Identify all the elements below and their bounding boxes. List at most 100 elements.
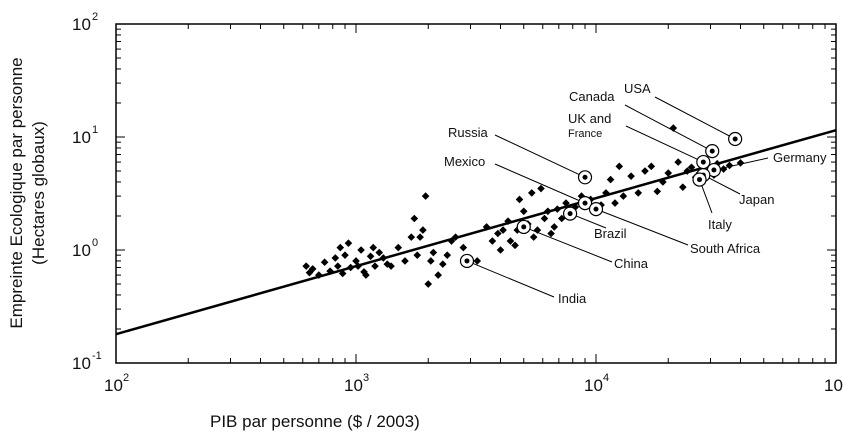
data-point	[494, 229, 502, 238]
data-point	[499, 226, 507, 234]
data-point	[544, 207, 552, 216]
leader-line	[624, 104, 713, 152]
data-point	[679, 183, 687, 191]
leader-line	[625, 125, 704, 163]
leader-line	[713, 157, 769, 171]
data-point	[410, 214, 419, 223]
data-point	[407, 233, 416, 241]
data-point	[653, 187, 662, 196]
data-point	[674, 158, 682, 166]
data-point	[383, 260, 392, 268]
annotation-label: Canada	[569, 89, 615, 104]
data-point	[557, 214, 566, 223]
data-point	[362, 271, 370, 279]
x-tick-exponent: 4	[603, 372, 609, 384]
annotation-label: UK and	[568, 111, 611, 126]
x-tick-exponent: 3	[363, 372, 369, 384]
data-point	[496, 246, 505, 254]
annotation-label: Mexico	[444, 154, 485, 169]
leader-line	[595, 208, 689, 246]
highlight-dot	[711, 167, 717, 173]
data-point	[602, 189, 610, 197]
data-point	[571, 203, 580, 211]
data-point	[434, 271, 442, 279]
x-tick-label: 10	[344, 376, 363, 395]
data-point	[659, 178, 667, 186]
x-tick-label: 10	[584, 376, 603, 395]
x-axis-label: PIB par personne ($ / 2003)	[210, 412, 420, 431]
data-point	[421, 192, 430, 200]
data-point	[439, 260, 447, 268]
highlight-dot	[521, 224, 527, 230]
data-point	[413, 251, 422, 259]
x-tick-exponent: 2	[123, 372, 129, 384]
data-point	[346, 263, 355, 272]
data-point	[736, 159, 745, 167]
highlight-dot	[700, 159, 706, 165]
data-point	[354, 262, 362, 270]
data-point	[459, 243, 468, 252]
data-point	[647, 162, 656, 171]
data-point	[527, 189, 536, 197]
data-point	[529, 233, 538, 241]
highlight-dot	[593, 206, 599, 212]
annotation-label: France	[568, 128, 602, 140]
data-point	[305, 268, 314, 277]
data-point	[334, 262, 342, 270]
data-point	[394, 243, 403, 252]
y-axis-label-2: (Hectares globaux)	[29, 121, 48, 265]
highlight-dot	[582, 174, 588, 180]
y-tick-label: 10	[72, 128, 91, 147]
data-point	[504, 217, 512, 225]
x-tick-label: 10	[824, 376, 843, 395]
data-point	[634, 189, 643, 197]
data-point	[320, 258, 329, 266]
data-point	[338, 269, 347, 278]
highlight-dot	[582, 200, 588, 206]
data-point	[443, 251, 452, 259]
data-point	[562, 199, 570, 207]
annotation-label: China	[614, 256, 649, 271]
highlight-dot	[697, 177, 703, 183]
data-point	[344, 239, 353, 247]
data-point	[366, 252, 375, 261]
data-point	[308, 265, 317, 273]
highlight-dot	[567, 211, 573, 217]
y-tick-exponent: -1	[92, 350, 102, 362]
data-point	[719, 165, 728, 173]
data-point	[687, 163, 696, 172]
data-point	[577, 192, 586, 200]
y-axis-label: Empreinte Ecologique par personne	[7, 57, 26, 328]
data-point	[515, 195, 524, 204]
data-point	[664, 169, 673, 177]
y-tick-exponent: 2	[92, 11, 98, 23]
data-point	[519, 207, 528, 216]
data-point	[379, 254, 388, 262]
data-point	[506, 237, 515, 245]
data-point	[360, 268, 368, 276]
y-tick-label: 10	[72, 241, 91, 260]
data-point	[482, 223, 491, 231]
highlight-dot	[709, 148, 715, 154]
annotation-label: Russia	[448, 125, 489, 140]
data-point	[641, 167, 649, 175]
data-point	[336, 243, 345, 252]
x-tick-label: 10	[104, 376, 123, 395]
data-point	[357, 246, 365, 254]
data-point	[627, 172, 635, 180]
data-point	[547, 229, 555, 238]
data-point	[683, 167, 692, 175]
data-point	[553, 205, 562, 213]
data-point	[369, 243, 378, 252]
y-tick-label: 10	[72, 15, 91, 34]
data-point	[537, 184, 545, 193]
data-point	[427, 257, 435, 265]
data-point	[473, 257, 482, 265]
data-point	[451, 233, 460, 241]
annotation-label: Italy	[708, 217, 732, 232]
data-point	[401, 257, 409, 265]
data-point	[619, 192, 628, 200]
data-point	[606, 175, 615, 184]
leader-line	[654, 96, 736, 140]
